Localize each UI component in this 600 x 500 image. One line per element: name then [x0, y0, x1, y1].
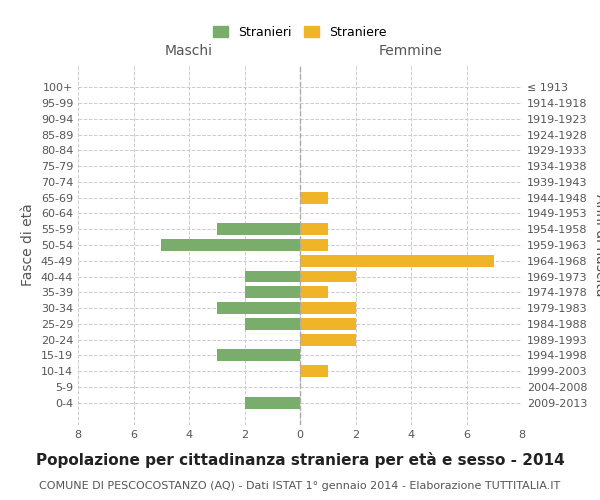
- Text: COMUNE DI PESCOCOSTANZO (AQ) - Dati ISTAT 1° gennaio 2014 - Elaborazione TUTTITA: COMUNE DI PESCOCOSTANZO (AQ) - Dati ISTA…: [40, 481, 560, 491]
- Text: Popolazione per cittadinanza straniera per età e sesso - 2014: Popolazione per cittadinanza straniera p…: [35, 452, 565, 468]
- Bar: [217, 350, 300, 362]
- Bar: [217, 302, 300, 314]
- Bar: [217, 224, 300, 235]
- Bar: [300, 318, 355, 330]
- Bar: [245, 286, 300, 298]
- Bar: [300, 270, 355, 282]
- Bar: [300, 224, 328, 235]
- Y-axis label: Fasce di età: Fasce di età: [21, 204, 35, 286]
- Bar: [300, 366, 328, 377]
- Bar: [300, 255, 494, 266]
- Legend: Stranieri, Straniere: Stranieri, Straniere: [208, 21, 392, 44]
- Text: Femmine: Femmine: [379, 44, 443, 58]
- Bar: [245, 397, 300, 408]
- Bar: [300, 302, 355, 314]
- Bar: [161, 239, 300, 251]
- Bar: [300, 192, 328, 203]
- Bar: [300, 334, 355, 345]
- Bar: [300, 286, 328, 298]
- Bar: [245, 270, 300, 282]
- Bar: [245, 318, 300, 330]
- Bar: [300, 239, 328, 251]
- Text: Maschi: Maschi: [165, 44, 213, 58]
- Y-axis label: Anni di nascita: Anni di nascita: [593, 194, 600, 296]
